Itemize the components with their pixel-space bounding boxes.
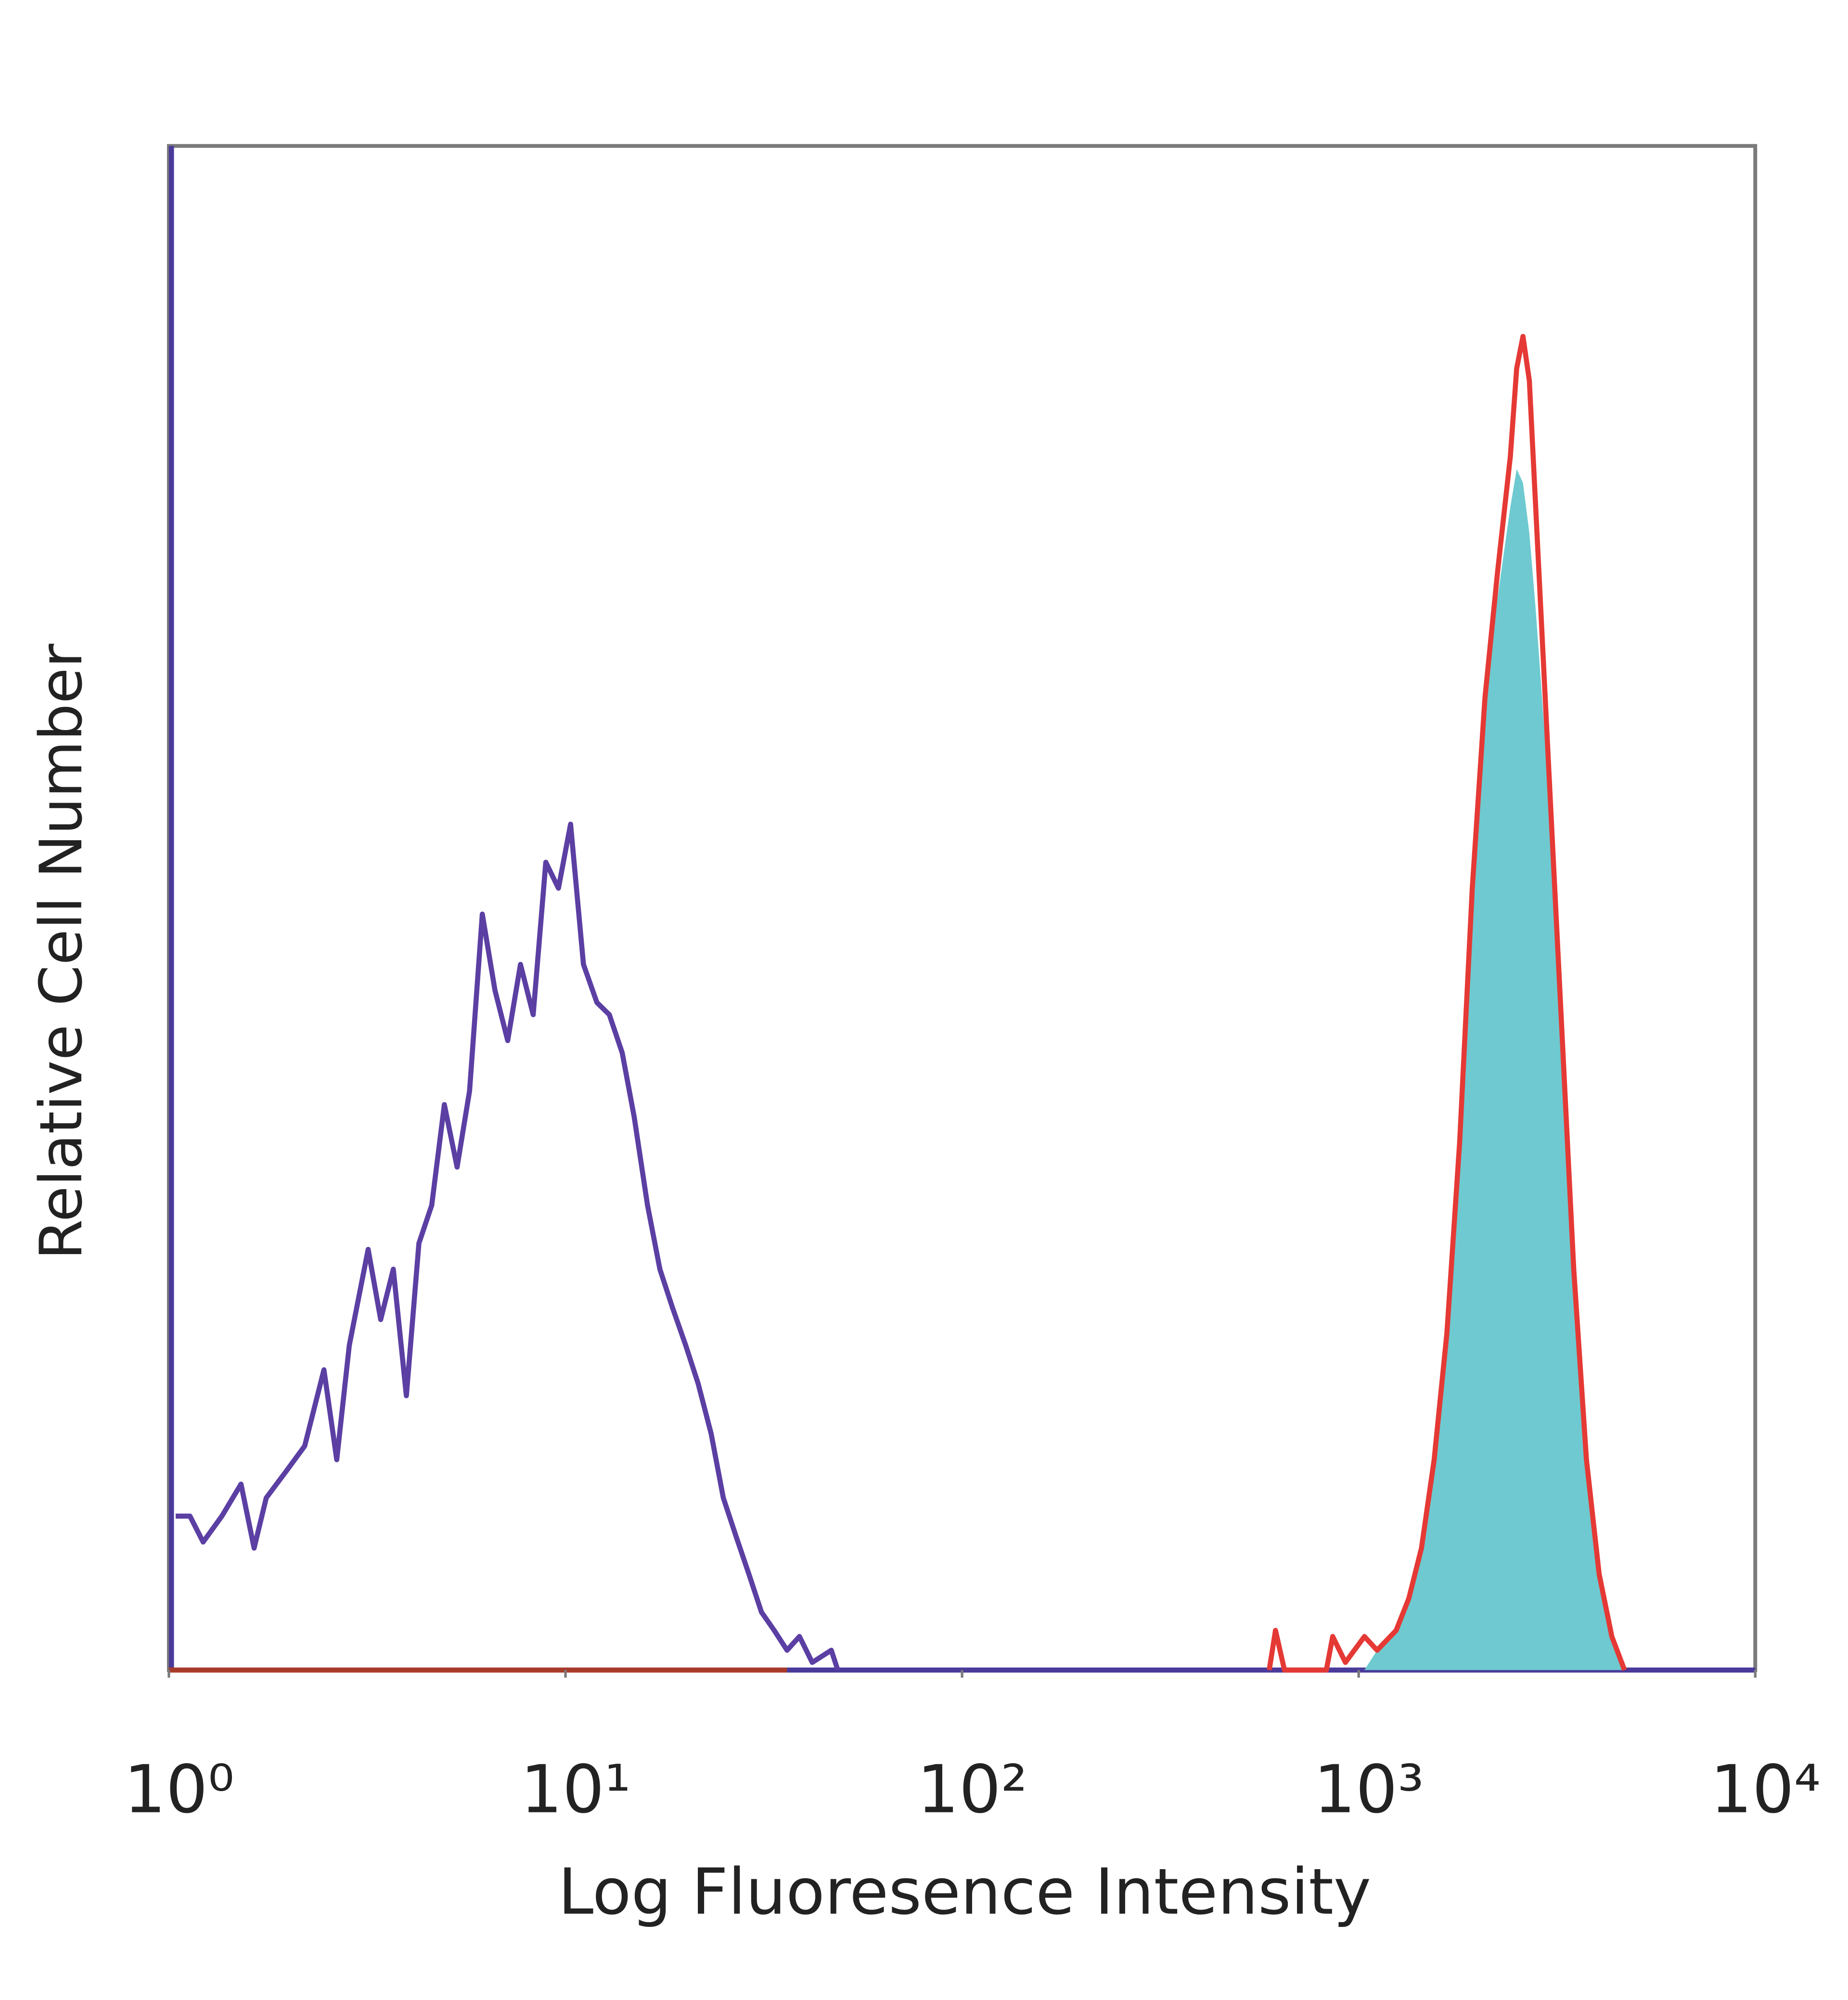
histogram-area: [1364, 469, 1625, 1670]
data-layer: [175, 333, 1627, 1673]
x-tick-label: 10²: [917, 1752, 1027, 1828]
x-tick-label: 10¹: [520, 1752, 630, 1828]
x-tick-label: 10⁰: [124, 1752, 234, 1828]
histogram-line: [1267, 333, 1627, 1673]
histogram-line: [175, 821, 840, 1671]
y-axis-label: Relative Cell Number: [27, 644, 95, 1260]
x-tick-label: 10⁴: [1710, 1752, 1821, 1828]
x-axis-label: Log Fluoresence Intensity: [558, 1856, 1371, 1929]
x-tick-label: 10³: [1314, 1752, 1424, 1828]
